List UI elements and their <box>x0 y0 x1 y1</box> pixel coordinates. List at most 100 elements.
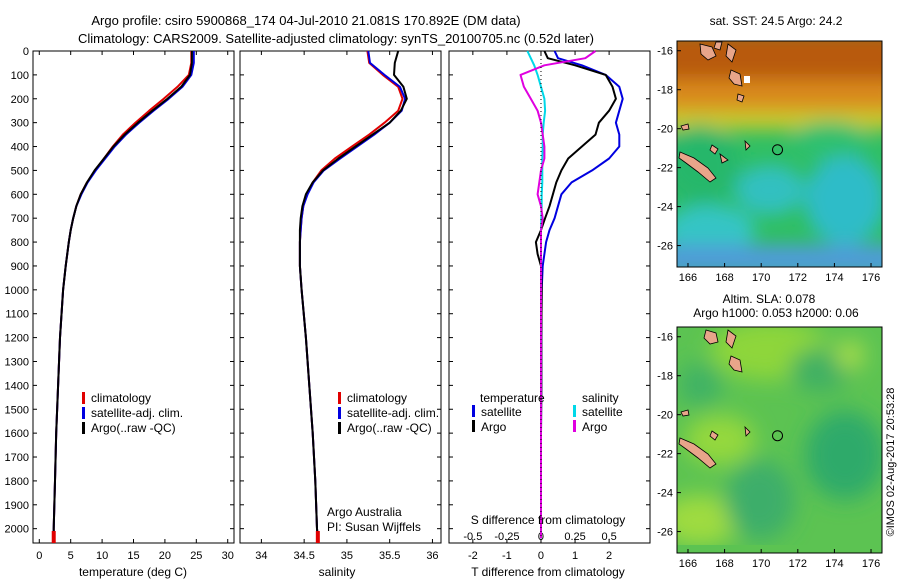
depth-tick-label: 200 <box>11 94 29 106</box>
lat-tick-label: -16 <box>657 332 673 344</box>
depth-tick-label: 1600 <box>5 428 29 440</box>
lat-tick-label: -18 <box>657 85 673 97</box>
profile-line-salinity-argo <box>519 50 597 539</box>
lon-tick-label: 168 <box>715 272 733 284</box>
sla-lat-axis: -16 -18 -20 -22 -24 -26 <box>657 332 681 539</box>
depth-tick-label: 1900 <box>5 500 29 512</box>
x-tick-label: 36 <box>426 550 438 562</box>
salinity-panel: 34 34.5 35 35.5 36 climatologysatellite-adj.… <box>239 50 442 579</box>
argo-australia-label: Argo Australia <box>327 505 402 519</box>
sla-map-title-1: Altim. SLA: 0.078 <box>723 292 816 306</box>
legend-swatch <box>472 405 475 417</box>
header-line-2: Climatology: CARS2009. Satellite-adjuste… <box>78 31 594 46</box>
lat-tick-label: -22 <box>657 449 673 461</box>
legend-label: Argo(..raw -QC) <box>347 421 432 435</box>
sst-argo-position-marker <box>772 144 784 156</box>
legend-label: Argo(..raw -QC) <box>91 421 176 435</box>
sla-map: Altim. SLA: 0.078 Argo h1000: 0.053 h200… <box>657 292 883 570</box>
salinity-plot-frame <box>239 50 442 544</box>
depth-tick-label: 1300 <box>5 356 29 368</box>
s-tick-label: 0.25 <box>564 531 585 543</box>
temperature-profiles <box>51 51 195 543</box>
x-tick-label: 20 <box>159 550 171 562</box>
x-tick-label: 30 <box>222 550 234 562</box>
legend-label: satellite-adj. clim. <box>91 406 183 420</box>
header-line-1: Argo profile: csiro 5900868_174 04-Jul-2… <box>91 13 520 28</box>
sst-lat-axis: -16 -18 -20 -22 -24 -26 <box>657 46 681 253</box>
legend-swatch <box>573 405 576 417</box>
legend-swatch <box>338 392 341 404</box>
lon-tick-label: 166 <box>679 272 697 284</box>
lon-tick-label: 176 <box>862 558 880 570</box>
lat-tick-label: -16 <box>657 46 673 58</box>
legend-swatch <box>338 407 341 419</box>
depth-tick-label: 1800 <box>5 476 29 488</box>
lon-tick-label: 172 <box>789 272 807 284</box>
lon-tick-label: 170 <box>752 272 770 284</box>
difference-panel: -2 -1 0 1 2-0.5 -0.25 0 0.25 0.5 temperature sali… <box>448 50 651 579</box>
x-tick-label: 1 <box>572 550 578 562</box>
legend-label: satellite <box>582 405 623 419</box>
sla-lon-axis: 166 168 170 172 174 176 <box>679 549 880 570</box>
lat-tick-label: -26 <box>657 527 673 539</box>
x-tick-label: 34 <box>255 550 267 562</box>
x-tick-label: 10 <box>96 550 108 562</box>
lat-tick-label: -24 <box>657 488 673 500</box>
imos-credit: ©IMOS 02-Aug-2017 20:53:28 <box>885 388 897 537</box>
legend-swatch <box>338 422 341 434</box>
x-tick-label: 35.5 <box>379 550 400 562</box>
legend-label: satellite-adj. clim. <box>347 406 439 420</box>
legend-swatch <box>82 422 85 434</box>
temperature-panel: 0100200300400500600700800900100011001200… <box>5 46 235 579</box>
depth-tick-label: 1100 <box>5 309 29 321</box>
depth-tick-label: 1500 <box>5 404 29 416</box>
sst-map-title: sat. SST: 24.5 Argo: 24.2 <box>710 14 843 28</box>
legend-label: climatology <box>347 391 407 405</box>
difference-profiles <box>519 50 624 543</box>
lon-tick-label: 168 <box>715 558 733 570</box>
x-tick-label: 2 <box>606 550 612 562</box>
difference-plot-frame <box>448 50 651 544</box>
legend-title-salinity: salinity <box>582 391 619 405</box>
depth-tick-label: 700 <box>11 213 29 225</box>
t-difference-axis-label: T difference from climatology <box>471 565 625 579</box>
depth-axis: 0 100 200 300 400 500 600 700 800 900 1000 1100 1200… <box>5 46 29 536</box>
sla-argo-position-marker <box>772 430 784 442</box>
lat-tick-label: -22 <box>657 163 673 175</box>
lat-tick-label: -20 <box>657 124 673 136</box>
sla-land <box>678 329 751 469</box>
lon-tick-label: 176 <box>862 272 880 284</box>
deepest-value-marker <box>315 531 320 543</box>
x-tick-label: 35 <box>341 550 353 562</box>
temperature-x-axis: 0 5 10 15 20 25 30 <box>33 50 234 562</box>
x-tick-label: 25 <box>190 550 202 562</box>
sst-map: sat. SST: 24.5 Argo: 24.2 <box>657 14 883 284</box>
sla-map-frame <box>676 326 883 554</box>
lon-tick-label: 174 <box>825 272 843 284</box>
s-tick-label: -0.5 <box>463 531 482 543</box>
sla-map-title-2: Argo h1000: 0.053 h2000: 0.06 <box>693 306 859 320</box>
x-tick-label: 5 <box>68 550 74 562</box>
depth-tick-label: 300 <box>11 118 29 130</box>
sst-lon-axis: 166 168 170 172 174 176 <box>679 263 880 284</box>
lat-tick-label: -24 <box>657 202 673 214</box>
depth-tick-label: 2000 <box>5 524 29 536</box>
x-tick-label: 15 <box>127 550 139 562</box>
depth-tick-label: 900 <box>11 261 29 273</box>
pi-name-label: PI: Susan Wijffels <box>327 520 421 534</box>
legend-swatch <box>82 392 85 404</box>
legend-swatch <box>573 420 576 432</box>
lon-tick-label: 170 <box>752 558 770 570</box>
x-tick-label: -1 <box>502 550 512 562</box>
s-tick-label: 0.5 <box>601 531 616 543</box>
lon-tick-label: 174 <box>825 558 843 570</box>
salinity-axis-label: salinity <box>319 565 356 579</box>
legend-label: climatology <box>91 391 151 405</box>
depth-tick-label: 1200 <box>5 333 29 345</box>
s-tick-label: -0.25 <box>494 531 519 543</box>
depth-tick-label: 400 <box>11 142 29 154</box>
depth-tick-label: 500 <box>11 165 29 177</box>
